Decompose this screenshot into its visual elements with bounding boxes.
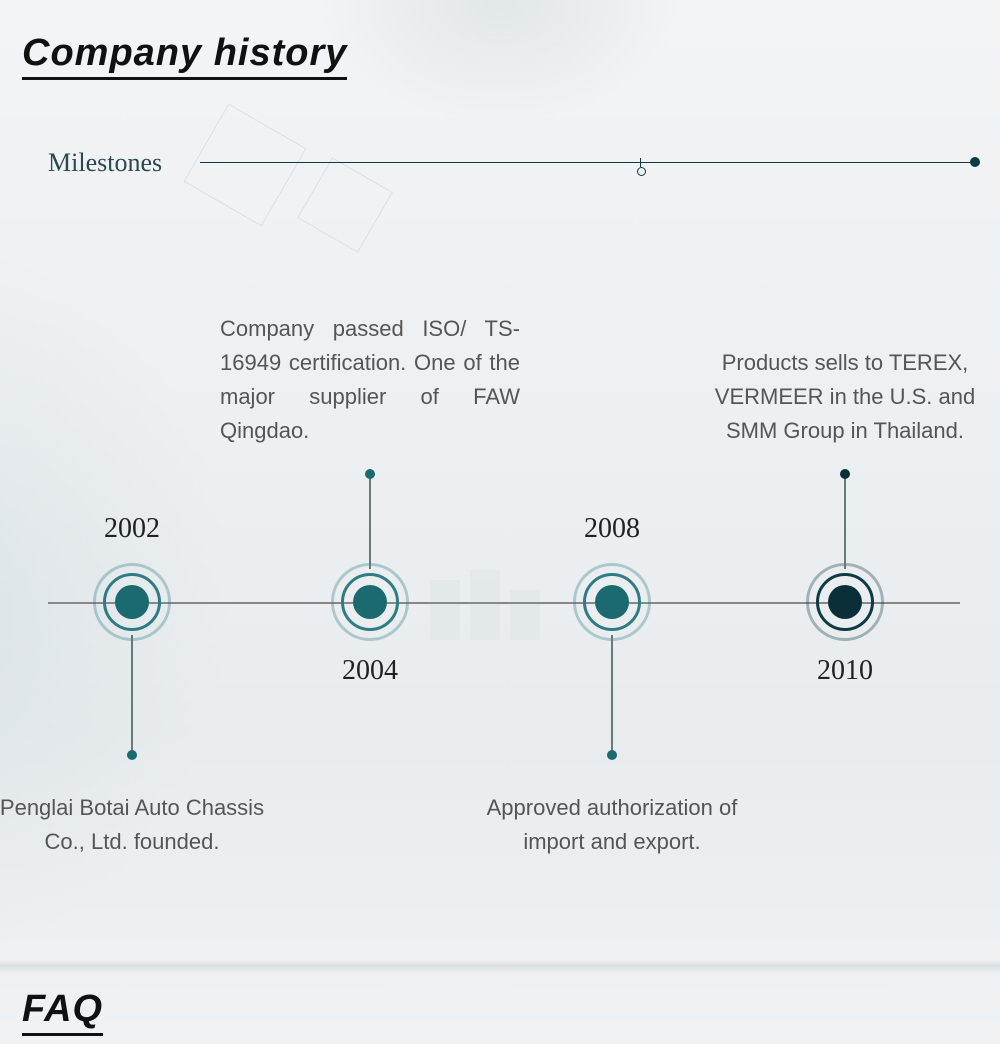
timeline-year: 2002 [72, 513, 192, 545]
timeline-stem-dot [365, 469, 375, 479]
bg-bar [430, 580, 460, 640]
bg-hexagon [184, 104, 307, 227]
section-title-faq: FAQ [22, 988, 103, 1036]
bg-bar [470, 570, 500, 640]
timeline-stem-dot [607, 750, 617, 760]
milestones-rule-tick [640, 158, 641, 167]
timeline-year: 2010 [785, 655, 905, 687]
bg-hexagon [297, 157, 393, 253]
timeline-stem [131, 635, 133, 755]
milestones-label: Milestones [48, 148, 162, 178]
milestones-rule-endcap [970, 157, 980, 167]
timeline-stem-dot [840, 469, 850, 479]
milestones-rule [200, 162, 975, 163]
timeline-year: 2008 [552, 513, 672, 545]
section-title-company-history: Company history [22, 32, 347, 80]
timeline-description: Penglai Botai Auto Chassis Co., Ltd. fou… [0, 791, 282, 859]
timeline-stem [844, 474, 846, 569]
timeline-description: Products sells to TEREX, VERMEER in the … [695, 346, 995, 448]
timeline-stem-dot [127, 750, 137, 760]
timeline-stem [611, 635, 613, 755]
timeline-description: Approved authorization of import and exp… [462, 791, 762, 859]
timeline-description: Company passed ISO/ TS-16949 certificati… [220, 312, 520, 448]
decorative-divider [0, 960, 1000, 974]
timeline-stem [369, 474, 371, 569]
timeline-axis [48, 602, 960, 604]
timeline-year: 2004 [310, 655, 430, 687]
bg-bar [510, 590, 540, 640]
